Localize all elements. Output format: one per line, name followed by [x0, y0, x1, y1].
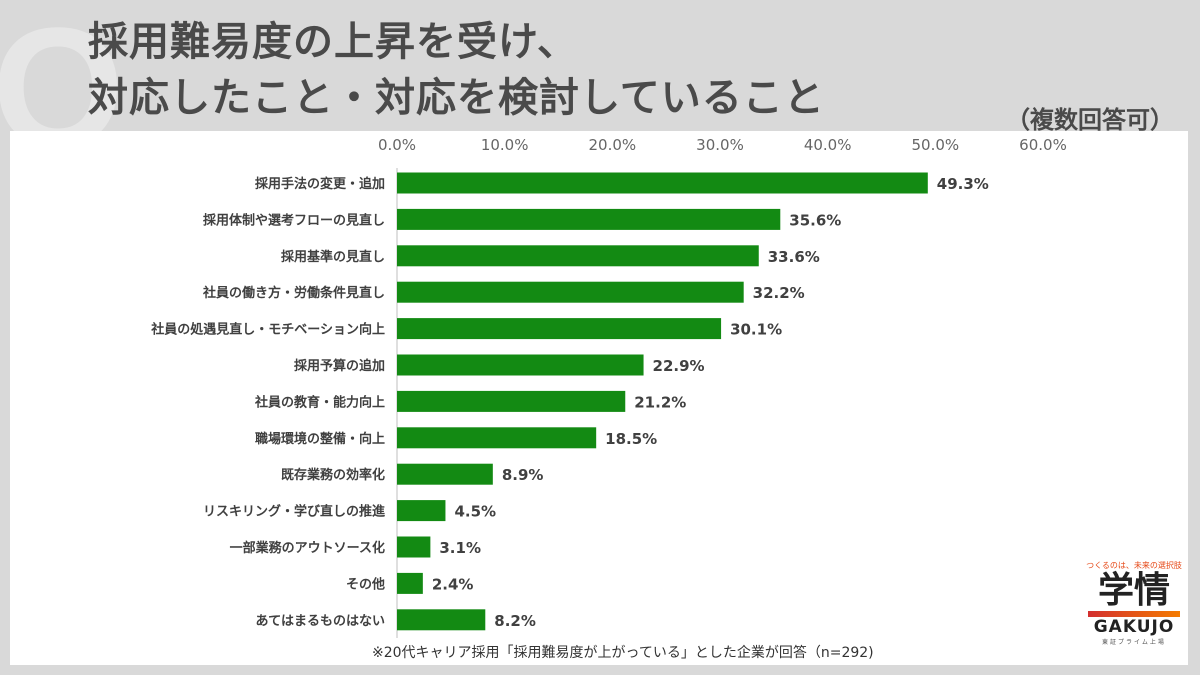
logo-kanji: 学情	[1097, 570, 1170, 611]
logo-tagline: つくるのは、未来の選択肢	[1086, 561, 1182, 570]
category-label: 採用基準の見直し	[281, 249, 385, 265]
logo-bar	[1088, 611, 1180, 617]
bar	[397, 536, 431, 558]
x-tick-label: 30.0%	[696, 136, 744, 154]
category-label: 採用体制や選考フローの見直し	[203, 212, 385, 228]
category-label: 社員の働き方・労働条件見直し	[202, 285, 385, 301]
title-line-2: 対応したこと・対応を検討していること	[88, 75, 825, 121]
bar	[397, 172, 928, 194]
category-label: あてはまるものはない	[256, 614, 385, 629]
bar	[397, 281, 744, 303]
data-label: 35.6%	[789, 211, 841, 229]
data-label: 49.3%	[937, 175, 989, 193]
data-label: 2.4%	[432, 575, 474, 593]
data-label: 8.2%	[494, 612, 536, 630]
data-label: 22.9%	[653, 357, 705, 375]
x-tick-label: 0.0%	[378, 136, 416, 154]
bar	[397, 390, 626, 412]
x-tick-label: 50.0%	[912, 136, 960, 154]
data-label: 8.9%	[502, 466, 544, 484]
bar	[397, 245, 759, 267]
category-label: リスキリング・学び直しの推進	[203, 504, 385, 520]
category-label: 一部業務のアウトソース化	[230, 540, 385, 556]
multiple-answers-note: （複数回答可）	[1006, 106, 1174, 134]
x-tick-label: 20.0%	[589, 136, 637, 154]
category-label: その他	[346, 576, 385, 592]
category-label: 採用予算の追加	[294, 358, 385, 374]
data-label: 3.1%	[439, 539, 481, 557]
x-tick-label: 10.0%	[481, 136, 529, 154]
data-label: 33.6%	[768, 248, 820, 266]
data-label: 32.2%	[753, 284, 805, 302]
bar	[397, 354, 644, 376]
bar	[397, 500, 446, 522]
x-tick-label: 60.0%	[1019, 136, 1067, 154]
data-label: 21.2%	[634, 393, 686, 411]
page-title: 採用難易度の上昇を受け、 対応したこと・対応を検討していること	[88, 14, 825, 126]
category-label: 採用手法の変更・追加	[255, 176, 385, 192]
bar	[397, 208, 781, 230]
x-tick-label: 40.0%	[804, 136, 852, 154]
bar	[397, 572, 423, 594]
footnote: ※20代キャリア採用「採用難易度が上がっている」とした企業が回答（n=292)	[372, 645, 874, 661]
category-label: 社員の教育・能力向上	[254, 394, 385, 410]
gakujo-logo: つくるのは、未来の選択肢 学情 GAKUJO 東証プライム上場	[1082, 560, 1186, 646]
logo-en: GAKUJO	[1093, 617, 1175, 637]
bar	[397, 463, 493, 485]
data-label: 18.5%	[605, 430, 657, 448]
data-label: 30.1%	[730, 321, 782, 339]
bar	[397, 318, 722, 340]
category-label: 職場環境の整備・向上	[255, 431, 385, 447]
category-label: 既存業務の効率化	[281, 467, 385, 483]
category-label: 社員の処遇見直し・モチベーション向上	[150, 322, 385, 338]
title-line-1: 採用難易度の上昇を受け、	[88, 19, 578, 65]
logo-sub: 東証プライム上場	[1102, 639, 1166, 646]
data-label: 4.5%	[454, 503, 496, 521]
bar	[397, 609, 486, 631]
bar	[397, 427, 597, 449]
